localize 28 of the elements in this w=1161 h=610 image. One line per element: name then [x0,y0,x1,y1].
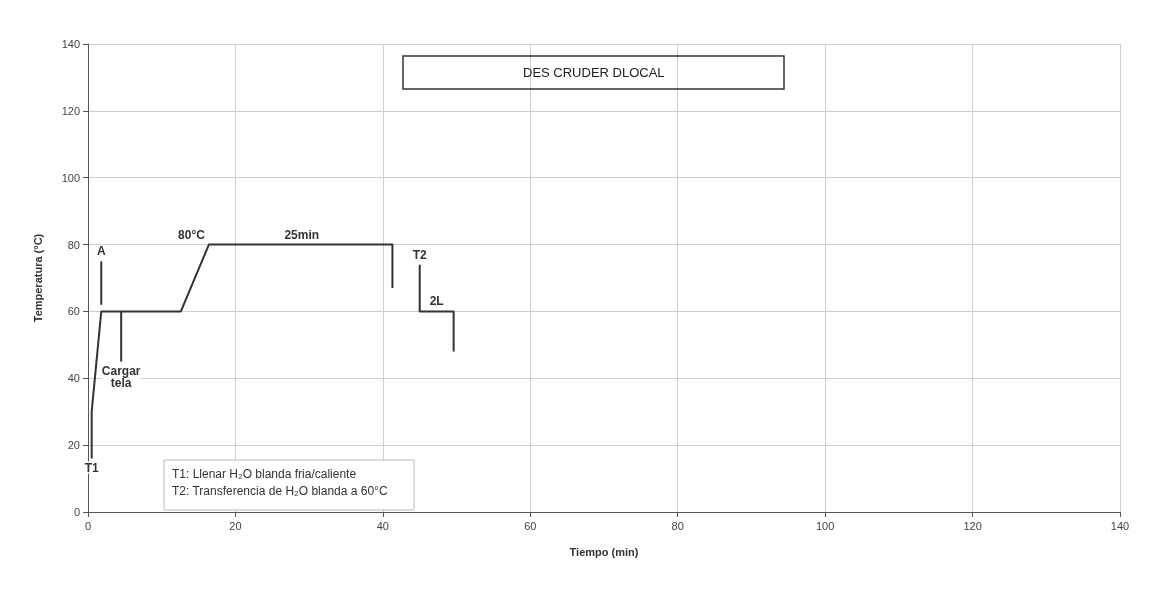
y-axis-title: Temperatura (°C) [31,233,44,323]
annotation: T1 [84,460,100,475]
annotation: 2L [429,294,444,309]
y-tick-label: 100 [61,171,80,184]
annotation: 80°C [178,227,206,242]
x-tick-label: 60 [524,519,537,532]
text: DES CRUDER DLOCAL [523,65,665,80]
annotation: T2 [412,247,428,262]
y-tick-label: 140 [61,38,80,50]
y-tick-label: 80 [67,238,80,251]
annotation: Cargar tela [101,363,141,390]
annotation: T1: Llenar H₂O blanda fria/caliente [172,467,357,481]
y-tick-label: 40 [67,372,80,385]
x-tick-label: 120 [963,519,982,532]
annotation: A [96,244,106,259]
y-tick-label: 120 [61,104,80,117]
x-tick-label: 20 [229,519,242,532]
x-tick-label: 140 [1110,519,1130,532]
annotation: 25min [284,227,320,242]
y-tick-label: 60 [67,305,80,318]
x-tick-label: 80 [671,519,684,532]
y-tick-label: 20 [67,439,80,452]
y-tick-label: 0 [73,506,80,518]
x-tick-label: 0 [84,519,92,532]
x-tick-label: 100 [815,519,835,532]
annotation: T2: Transferencia de H₂O blanda a 60°C [172,484,388,498]
x-axis-title: Tiempo (min) [569,545,639,558]
x-tick-label: 40 [376,519,389,532]
